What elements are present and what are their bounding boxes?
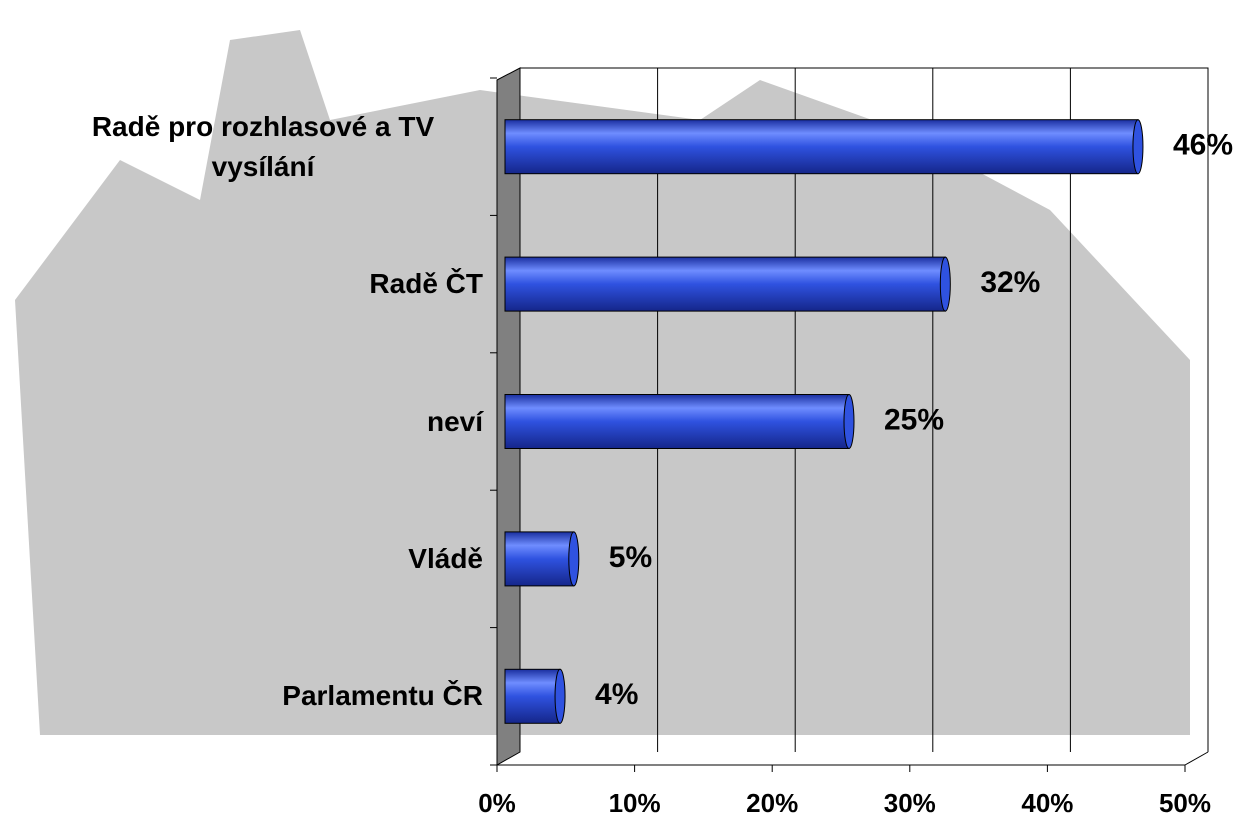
value-label: 25% bbox=[884, 403, 944, 436]
bar-cap bbox=[844, 395, 854, 449]
value-label: 4% bbox=[595, 678, 638, 711]
page: {"chart_data": {"type": "bar", "orientat… bbox=[0, 0, 1260, 817]
floor-edge bbox=[1185, 752, 1208, 765]
bar bbox=[505, 669, 560, 723]
bar-cap bbox=[1133, 120, 1143, 174]
x-tick-label: 10% bbox=[609, 788, 661, 817]
x-tick-label: 20% bbox=[746, 788, 798, 817]
category-label: Radě ČT bbox=[369, 264, 483, 304]
category-label: Radě pro rozhlasové a TV vysílání bbox=[43, 107, 483, 187]
bar bbox=[505, 532, 574, 586]
value-label: 46% bbox=[1173, 129, 1233, 162]
value-label: 5% bbox=[609, 541, 652, 574]
value-label: 32% bbox=[980, 266, 1040, 299]
category-label: neví bbox=[427, 402, 483, 442]
bar bbox=[505, 257, 945, 311]
x-tick-label: 50% bbox=[1159, 788, 1211, 817]
bar-cap bbox=[555, 669, 565, 723]
x-tick-label: 30% bbox=[884, 788, 936, 817]
bar-cap bbox=[569, 532, 579, 586]
bar bbox=[505, 120, 1138, 174]
x-tick-label: 0% bbox=[478, 788, 516, 817]
category-label: Vládě bbox=[408, 539, 483, 579]
bar bbox=[505, 395, 849, 449]
x-tick-label: 40% bbox=[1021, 788, 1073, 817]
bar-cap bbox=[940, 257, 950, 311]
category-label: Parlamentu ČR bbox=[282, 676, 483, 716]
